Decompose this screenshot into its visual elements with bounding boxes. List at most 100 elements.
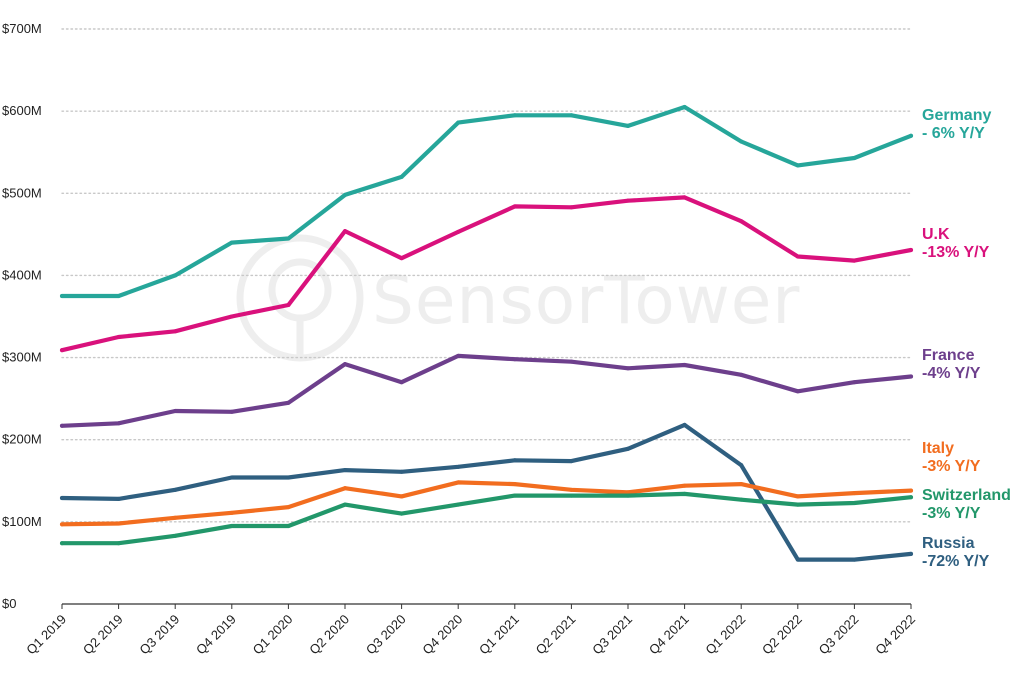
x-tick-label: Q1 2022 (702, 612, 748, 658)
data-point-switzerland (626, 493, 630, 498)
data-point-u-k (852, 258, 857, 263)
data-point-italy (909, 488, 913, 493)
y-tick-label: $400M (2, 267, 42, 282)
data-point-switzerland (343, 502, 347, 507)
x-tick-label: Q3 2021 (589, 612, 635, 658)
series-change-germany: - 6% Y/Y (922, 125, 985, 142)
data-point-russia (739, 463, 744, 468)
data-point-switzerland (399, 511, 404, 516)
data-point-germany (286, 236, 291, 241)
data-point-russia (456, 464, 461, 469)
data-point-switzerland (456, 502, 461, 507)
data-point-france (116, 421, 121, 426)
data-point-u-k (286, 303, 291, 307)
data-point-russia (909, 551, 913, 556)
data-point-italy (116, 521, 121, 526)
data-point-italy (512, 482, 517, 487)
data-point-france (682, 362, 687, 367)
data-point-russia (116, 496, 121, 501)
y-tick-label: $0 (2, 596, 16, 611)
series-line-u-k (59, 195, 914, 353)
data-point-russia (229, 475, 234, 480)
data-point-russia (399, 469, 404, 474)
x-tick-label: Q3 2022 (816, 612, 862, 658)
data-point-russia (852, 557, 857, 562)
data-point-russia (173, 487, 178, 492)
data-point-russia (569, 459, 574, 464)
series-labels: Germany- 6% Y/Y U.K-13% Y/Y France-4% Y/Y R… (922, 107, 1011, 570)
data-point-italy (399, 494, 404, 499)
series-change-russia: -72% Y/Y (922, 553, 990, 570)
data-point-italy (626, 490, 630, 495)
data-point-u-k (795, 254, 800, 259)
data-point-italy (229, 510, 234, 515)
data-point-france (909, 374, 913, 379)
data-point-u-k (569, 205, 574, 210)
data-point-russia (343, 468, 347, 473)
data-point-u-k (173, 329, 178, 334)
x-tick-label: Q1 2021 (476, 612, 522, 658)
data-point-france (852, 380, 857, 385)
data-point-germany (116, 293, 121, 298)
data-point-france (456, 353, 461, 358)
data-point-germany (173, 273, 178, 278)
data-point-russia (795, 557, 800, 562)
data-point-germany (795, 163, 800, 168)
x-tick-label: Q1 2020 (250, 612, 296, 658)
data-point-u-k (512, 204, 517, 209)
x-tick-label: Q4 2019 (193, 612, 239, 658)
data-point-u-k (739, 219, 744, 224)
data-point-u-k (456, 229, 461, 234)
y-tick-label: $200M (2, 432, 42, 447)
data-point-italy (569, 487, 574, 492)
data-point-germany (399, 174, 404, 179)
series-lines (59, 104, 914, 562)
data-point-switzerland (229, 523, 234, 528)
watermark-text: SensorTower (372, 262, 800, 339)
data-point-germany (909, 133, 913, 138)
data-point-switzerland (739, 497, 744, 502)
data-point-france (343, 362, 347, 367)
y-tick-label: $300M (2, 350, 42, 365)
data-point-u-k (909, 247, 913, 252)
data-point-france (626, 366, 630, 371)
data-point-switzerland (682, 491, 687, 496)
data-point-russia (60, 496, 64, 501)
data-point-germany (456, 120, 461, 125)
x-axis: Q1 2019 Q2 2019 Q3 2019 Q4 2019 Q1 2020 Q2 20… (23, 604, 918, 657)
data-point-germany (512, 113, 517, 118)
x-tick-label: Q2 2020 (306, 612, 352, 658)
data-point-u-k (343, 229, 347, 234)
data-point-switzerland (909, 495, 913, 500)
data-point-italy (852, 491, 857, 496)
data-point-switzerland (116, 541, 121, 546)
series-line-italy (59, 480, 914, 527)
data-point-france (795, 389, 800, 394)
data-point-switzerland (852, 500, 857, 505)
series-label-italy: Italy (922, 440, 954, 457)
data-point-germany (852, 155, 857, 160)
x-tick-label: Q2 2022 (759, 612, 805, 658)
series-line-switzerland (59, 491, 914, 546)
data-point-russia (512, 458, 517, 463)
data-point-italy (286, 505, 291, 510)
data-point-russia (682, 422, 687, 427)
x-tick-label: Q2 2021 (533, 612, 579, 658)
x-tick-label: Q3 2019 (136, 612, 182, 658)
series-line-france (59, 353, 914, 428)
data-point-france (60, 423, 64, 428)
data-point-france (229, 409, 234, 414)
series-line-germany (59, 104, 914, 299)
data-point-france (286, 400, 291, 405)
x-tick-label: Q1 2019 (23, 612, 69, 658)
data-point-russia (286, 475, 291, 480)
series-line-russia (59, 422, 914, 562)
x-tick-label: Q2 2019 (80, 612, 126, 658)
data-point-u-k (626, 198, 630, 203)
data-point-france (512, 357, 517, 362)
data-point-germany (569, 113, 574, 118)
data-point-u-k (682, 195, 687, 200)
data-point-russia (626, 446, 630, 451)
data-point-germany (60, 293, 64, 298)
